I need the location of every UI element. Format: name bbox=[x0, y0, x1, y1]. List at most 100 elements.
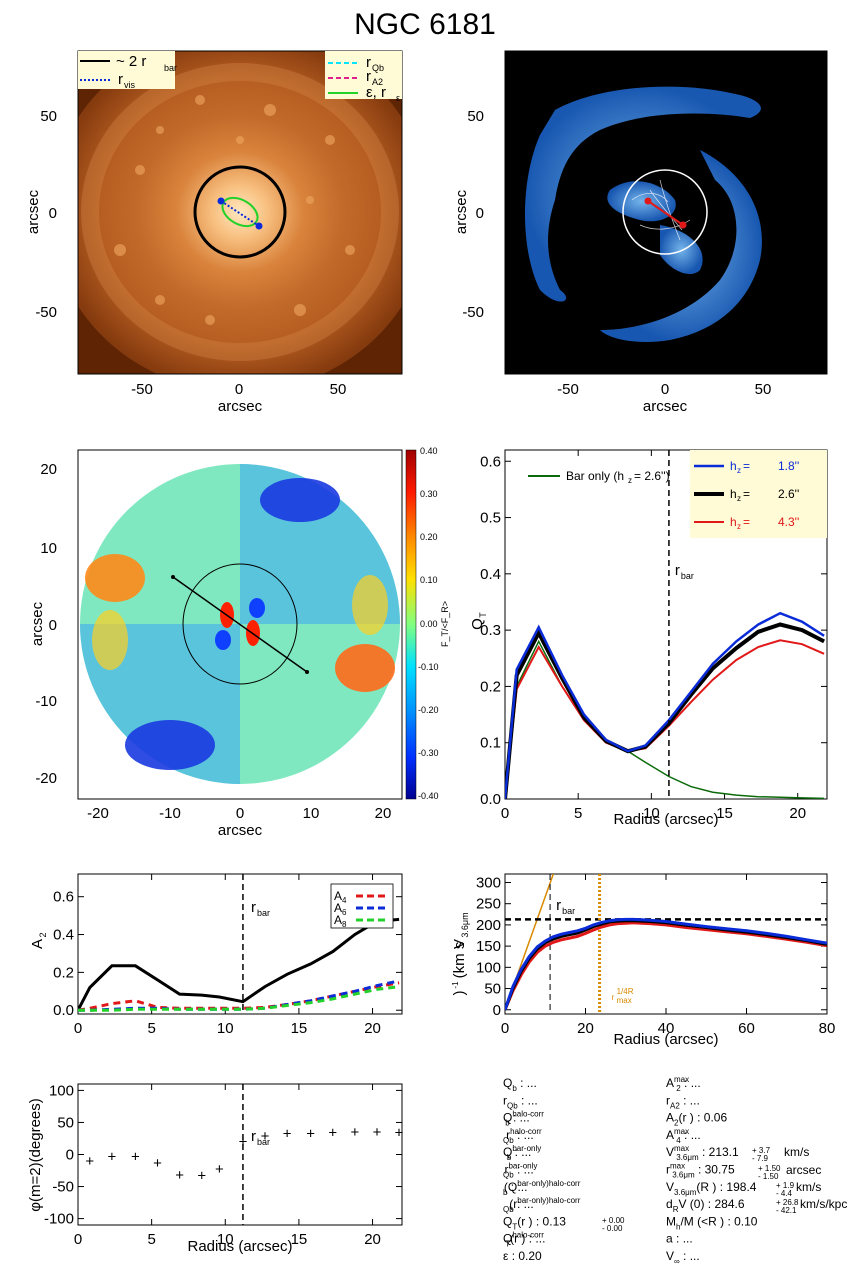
param-value: /M (<R ) : 0.10 bbox=[680, 1214, 757, 1228]
legend-hz-text: h bbox=[730, 515, 737, 529]
y-tick-label: -50 bbox=[52, 1179, 74, 1196]
param-row: Amax 2 : ... bbox=[666, 1075, 701, 1093]
param-row: (Qbar-only)halo-corr b : ... bbox=[503, 1179, 581, 1197]
param-main: Q bbox=[503, 1214, 512, 1228]
param-main: a bbox=[666, 1232, 673, 1246]
param-value: (r ) : 0.06 bbox=[678, 1111, 727, 1125]
x-tick-label: 40 bbox=[658, 1020, 675, 1037]
param-main: r bbox=[503, 1093, 507, 1107]
param-row: rQb : ... bbox=[503, 1093, 538, 1110]
param-sub: R bbox=[673, 1205, 679, 1214]
a2-line-3 bbox=[78, 985, 400, 1012]
vc-rmax-sup: 1/4R bbox=[617, 987, 634, 996]
plot-frame bbox=[504, 873, 828, 1015]
param-sup: max bbox=[674, 1144, 689, 1153]
x-tick-label: 20 bbox=[364, 1020, 381, 1037]
phase-point: + bbox=[85, 1153, 94, 1170]
plot-frame bbox=[77, 1083, 403, 1226]
vmax-err-minus: - 7.9 bbox=[752, 1154, 769, 1163]
param-main: r bbox=[666, 1093, 670, 1107]
vc-rmax-label: r bbox=[612, 993, 615, 1002]
vc-rmax-sub: max bbox=[617, 996, 632, 1005]
param-sub: b bbox=[507, 1153, 512, 1162]
param-sup: halo-corr bbox=[512, 1231, 544, 1240]
qt-xlabel: Radius (arcsec) bbox=[613, 811, 718, 828]
legend-bar-only-label: Bar only (h bbox=[566, 469, 624, 483]
param-sup: max bbox=[674, 1127, 689, 1136]
qt-ylabel-sub: T bbox=[478, 612, 488, 618]
x-tick-label: 5 bbox=[147, 1231, 155, 1248]
x-tick-label: 5 bbox=[147, 1020, 155, 1037]
param-sub: b bbox=[512, 1084, 517, 1093]
p2-ylabel: arcsec bbox=[453, 189, 470, 234]
y-tick-label: 200 bbox=[476, 917, 501, 934]
x-tick-label: 0 bbox=[501, 805, 509, 822]
galaxy-image-panel: ~ 2 r bar r vis r Qb r A2 ε, r ε 50 0 -5… bbox=[25, 50, 403, 415]
phase-rbar-sub: bar bbox=[257, 1137, 270, 1147]
param-sup: bar-only bbox=[512, 1144, 541, 1153]
x-tick-label: 0 bbox=[74, 1020, 82, 1037]
vropt-err-plus: + 1.9 bbox=[776, 1181, 795, 1190]
vmax-unit: km/s bbox=[784, 1145, 809, 1159]
x-tick-label: 10 bbox=[217, 1020, 234, 1037]
param-sub: 3.6μm bbox=[676, 1153, 699, 1162]
legend-eps-sub: ε bbox=[396, 93, 400, 103]
qt-profile-chart: 0 5 10 15 20 0.0 0.1 0.2 0.3 0.4 0.5 0.6 r bar Bar onl… bbox=[469, 449, 828, 828]
legend-hz-value: 1.8'' bbox=[778, 459, 799, 473]
dr-unit: km/s/kpc bbox=[800, 1197, 847, 1211]
y-tick-label: 0.6 bbox=[480, 453, 501, 470]
vc-ylabel-unit-sup: -1 bbox=[451, 981, 460, 989]
panel1-frame bbox=[77, 50, 403, 375]
legend-bar-only-sub: z bbox=[628, 476, 632, 485]
p1-ylabel: arcsec bbox=[25, 189, 42, 234]
colorbar bbox=[405, 449, 417, 800]
param-main: Q bbox=[503, 1232, 512, 1246]
param-row: dRV (0) : 284.6 bbox=[666, 1197, 745, 1214]
p3-ytick: -10 bbox=[35, 693, 57, 710]
rvis-end-left bbox=[217, 197, 225, 205]
param-sub: 2 bbox=[674, 1119, 679, 1128]
a2-series-group bbox=[78, 917, 400, 1012]
param-sup: bar-only bbox=[508, 1162, 537, 1171]
param-row: V∞ : ... bbox=[666, 1249, 700, 1266]
phase-point: + bbox=[131, 1148, 140, 1165]
param-value: : ... bbox=[514, 1128, 534, 1142]
a2-legend-label: A bbox=[334, 913, 342, 927]
a2-legend-sub: 8 bbox=[342, 920, 347, 929]
rvis-end-right bbox=[255, 222, 263, 230]
qt-err-minus: - 0.00 bbox=[602, 1224, 623, 1233]
legend-hz-sub: z bbox=[737, 522, 741, 531]
param-row: V3.6μm(R ) : 198.4 bbox=[666, 1180, 757, 1197]
param-sup: halo-corr bbox=[510, 1127, 542, 1136]
p3-xlabel: arcsec bbox=[218, 822, 263, 839]
y-tick-label: 0 bbox=[66, 1147, 74, 1164]
param-sub: A2 bbox=[670, 1101, 680, 1110]
legend-hz-text: h bbox=[730, 487, 737, 501]
x-tick-label: 5 bbox=[574, 805, 582, 822]
param-row: Qhalo-corr T(r ) : ... bbox=[503, 1231, 545, 1249]
param-sub: T bbox=[505, 1240, 510, 1249]
y-tick-label: 0.3 bbox=[480, 622, 501, 639]
phase-point: + bbox=[395, 1125, 404, 1142]
y-tick-label: 0.0 bbox=[480, 791, 501, 808]
p3-xtick: -20 bbox=[87, 805, 109, 822]
legend-rqb-label: r bbox=[366, 54, 371, 71]
a2-ylabel: A bbox=[29, 939, 46, 949]
param-row: QT(r ) : 0.13 bbox=[503, 1214, 566, 1231]
a2-legend-label: A bbox=[334, 889, 342, 903]
param-main: V bbox=[666, 1145, 674, 1159]
vc-rbar-sub: bar bbox=[562, 906, 575, 916]
p2-ytick-m50: -50 bbox=[462, 304, 484, 321]
p1-ytick-m50: -50 bbox=[35, 304, 57, 321]
legend-bar-only-tail: = 2.6'') bbox=[634, 469, 670, 483]
cbar-tick: -0.30 bbox=[418, 748, 439, 758]
param-main: ε bbox=[503, 1249, 509, 1263]
param-main: A bbox=[666, 1076, 674, 1090]
rmax-err-minus: - 1.50 bbox=[758, 1172, 779, 1181]
cbar-tick: 0.10 bbox=[420, 575, 438, 585]
parameter-table: Qb : ...rQb : ...Qhalo-corr b : ...rhalo-… bbox=[503, 1075, 847, 1266]
y-tick-label: 0.1 bbox=[480, 735, 501, 752]
cbar-tick: -0.20 bbox=[418, 705, 439, 715]
cbar-tick: -0.10 bbox=[418, 662, 439, 672]
param-row: ε : 0.20 bbox=[503, 1249, 542, 1263]
